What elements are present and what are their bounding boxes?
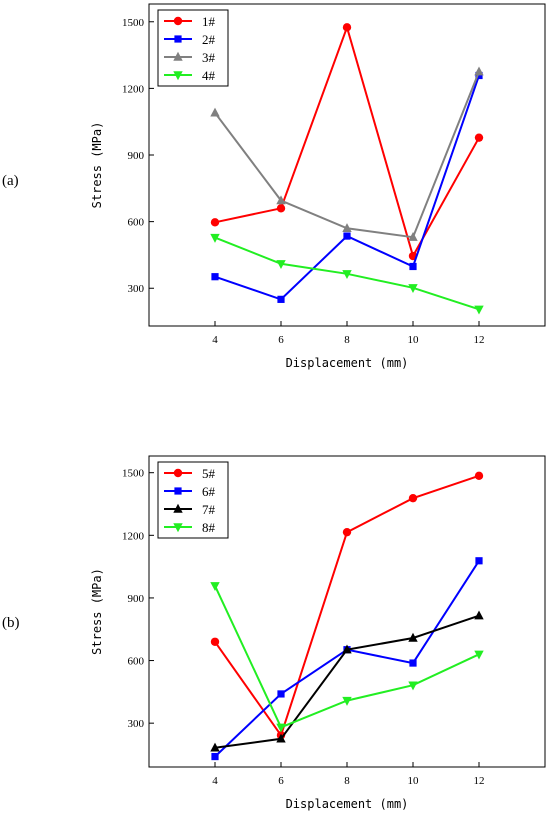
x-tick-label: 10 — [408, 775, 420, 787]
legend-label: 5# — [202, 466, 216, 481]
legend-swatch-marker — [173, 468, 183, 478]
chart-panel-2: (b) 4 6 8 10 12 300 600 900 1200 1500 Displacement … — [2, 455, 546, 811]
x-tick-label: 10 — [408, 334, 420, 346]
legend-swatch-marker — [173, 71, 183, 81]
y-axis-title: Stress (MPa) — [90, 568, 104, 655]
y-tick-label: 1500 — [122, 17, 145, 29]
data-point-7# — [408, 632, 418, 642]
data-point-2# — [343, 232, 351, 240]
data-point-1# — [474, 133, 484, 142]
data-point-3# — [408, 231, 418, 241]
data-point-7# — [276, 733, 286, 743]
legend-label: 8# — [202, 520, 216, 535]
series-line-6# — [214, 560, 480, 758]
y-tick-label: 1200 — [122, 83, 145, 95]
data-point-3# — [342, 223, 352, 232]
data-point-4# — [474, 305, 484, 315]
data-point-1# — [210, 218, 220, 227]
data-point-6# — [409, 659, 417, 667]
y-tick-label: 900 — [128, 593, 145, 605]
data-point-2# — [211, 273, 219, 281]
legend-swatch-marker — [173, 523, 183, 533]
series-line-3# — [214, 71, 480, 239]
data-point-7# — [210, 742, 220, 752]
series-line-8# — [214, 585, 480, 729]
data-point-3# — [210, 107, 220, 117]
y-tick-label: 300 — [128, 718, 145, 730]
y-tick-label: 900 — [128, 150, 145, 162]
legend-box — [157, 9, 229, 87]
legend-swatch-marker — [173, 16, 183, 26]
chart-panel-1: (a) 4 6 8 10 12 300 600 900 1200 1500 Displacement … — [2, 3, 546, 370]
x-tick-label: 6 — [278, 334, 284, 346]
legend-box — [157, 461, 229, 539]
data-point-8# — [408, 681, 418, 691]
x-axis-title: Displacement (mm) — [286, 356, 409, 370]
data-point-8# — [342, 696, 352, 706]
x-tick-label: 8 — [344, 775, 350, 787]
y-axis-title: Stress (MPa) — [90, 122, 104, 209]
data-point-8# — [210, 582, 220, 592]
series-line-2# — [214, 75, 480, 301]
data-point-4# — [276, 260, 286, 270]
x-tick-label: 6 — [278, 775, 284, 787]
x-tick-label: 12 — [474, 775, 485, 787]
data-point-4# — [210, 233, 220, 243]
data-point-3# — [276, 195, 286, 205]
legend-label: 6# — [202, 484, 216, 499]
data-point-8# — [276, 723, 286, 733]
data-point-5# — [342, 527, 352, 537]
legend-label: 2# — [202, 32, 216, 47]
y-tick-label: 600 — [128, 656, 145, 668]
x-tick-label: 8 — [344, 334, 350, 346]
data-point-5# — [210, 637, 220, 646]
legend-label: 4# — [202, 68, 216, 83]
data-point-5# — [474, 471, 484, 481]
panel-label: (a) — [2, 173, 19, 189]
data-point-6# — [277, 690, 285, 698]
legend-swatch-marker — [174, 487, 182, 495]
data-point-6# — [211, 752, 219, 761]
data-point-3# — [474, 66, 484, 76]
legend-label: 7# — [202, 502, 216, 517]
data-point-6# — [475, 557, 483, 565]
legend-swatch-marker — [173, 503, 183, 513]
data-point-7# — [474, 610, 484, 620]
series-line-5# — [214, 474, 480, 738]
x-tick-label: 4 — [212, 334, 218, 346]
series-line-1# — [214, 24, 480, 259]
data-point-5# — [408, 493, 418, 503]
x-axis-title: Displacement (mm) — [286, 797, 409, 811]
data-point-1# — [276, 204, 286, 213]
panel-label: (b) — [2, 615, 20, 631]
y-tick-label: 300 — [128, 283, 145, 295]
legend-swatch-marker — [173, 51, 183, 61]
data-point-2# — [409, 262, 417, 271]
legend-label: 3# — [202, 50, 216, 65]
data-point-2# — [475, 71, 483, 80]
series-line-7# — [214, 614, 480, 749]
y-tick-label: 1200 — [122, 530, 145, 542]
y-tick-label: 600 — [128, 217, 145, 229]
data-point-8# — [474, 650, 484, 660]
data-point-2# — [277, 295, 285, 303]
x-tick-label: 12 — [474, 334, 485, 346]
data-point-7# — [342, 644, 352, 654]
x-tick-label: 4 — [212, 775, 218, 787]
legend-swatch-marker — [174, 35, 182, 43]
data-point-1# — [342, 23, 352, 32]
legend-label: 1# — [202, 14, 216, 29]
y-tick-label: 1500 — [122, 468, 145, 480]
data-point-4# — [342, 270, 352, 280]
data-point-4# — [408, 284, 418, 294]
